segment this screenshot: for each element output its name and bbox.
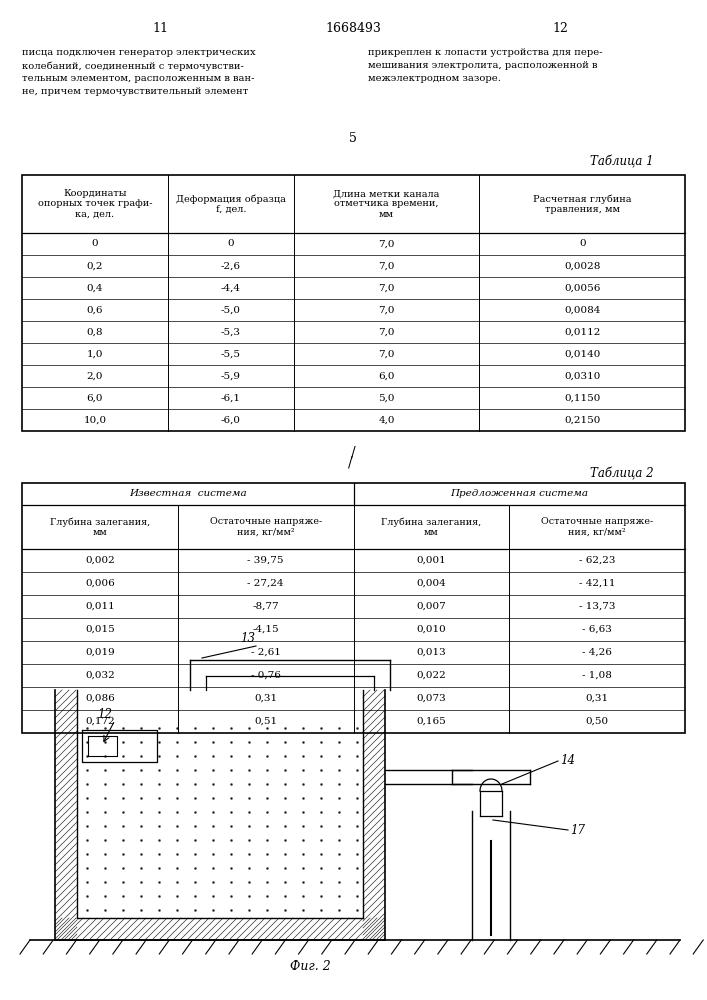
Text: Предложенная система: Предложенная система — [450, 489, 588, 498]
Text: 10,0: 10,0 — [83, 416, 107, 424]
Text: 5,0: 5,0 — [378, 393, 395, 402]
Text: - 13,73: - 13,73 — [579, 602, 615, 611]
Text: 0,31: 0,31 — [585, 694, 609, 703]
Text: Глубина залегания,
мм: Глубина залегания, мм — [381, 517, 481, 537]
Text: 0,019: 0,019 — [85, 648, 115, 657]
Text: -2,6: -2,6 — [221, 261, 241, 270]
Text: 7,0: 7,0 — [378, 350, 395, 359]
Text: Известная  система: Известная система — [129, 489, 247, 498]
Text: 4,0: 4,0 — [378, 416, 395, 424]
Text: -6,0: -6,0 — [221, 416, 241, 424]
Text: - 0,76: - 0,76 — [251, 671, 281, 680]
Text: Фиг. 2: Фиг. 2 — [290, 960, 330, 973]
Text: Таблица 1: Таблица 1 — [590, 155, 654, 168]
Text: 7,0: 7,0 — [378, 328, 395, 336]
Text: -4,4: -4,4 — [221, 284, 241, 292]
Text: -5,5: -5,5 — [221, 350, 241, 359]
Text: 7,0: 7,0 — [378, 239, 395, 248]
Text: 0,004: 0,004 — [416, 579, 446, 588]
Text: Расчетная глубина
травления, мм: Расчетная глубина травления, мм — [533, 194, 631, 214]
Text: 0,51: 0,51 — [254, 717, 277, 726]
Text: 0,0028: 0,0028 — [564, 261, 600, 270]
Text: 11: 11 — [152, 22, 168, 35]
Text: 0,0056: 0,0056 — [564, 284, 600, 292]
Text: 0,8: 0,8 — [87, 328, 103, 336]
Text: 13: 13 — [240, 632, 255, 645]
Text: Глубина залегания,
мм: Глубина залегания, мм — [49, 517, 150, 537]
Text: 0,165: 0,165 — [416, 717, 446, 726]
Text: - 1,08: - 1,08 — [583, 671, 612, 680]
Text: - 27,24: - 27,24 — [247, 579, 284, 588]
Text: 0,010: 0,010 — [416, 625, 446, 634]
Text: 7,0: 7,0 — [378, 284, 395, 292]
Text: - 39,75: - 39,75 — [247, 556, 284, 565]
Text: 0,086: 0,086 — [85, 694, 115, 703]
Text: 12: 12 — [98, 708, 112, 722]
Text: 0,0084: 0,0084 — [564, 306, 600, 314]
Text: 0,31: 0,31 — [254, 694, 277, 703]
Text: - 6,63: - 6,63 — [583, 625, 612, 634]
Text: Остаточные напряже-
ния, кг/мм²: Остаточные напряже- ния, кг/мм² — [209, 517, 322, 537]
Text: 0,015: 0,015 — [85, 625, 115, 634]
Text: 0,032: 0,032 — [85, 671, 115, 680]
Text: Деформация образца
f, дел.: Деформация образца f, дел. — [176, 194, 286, 214]
Text: - 4,26: - 4,26 — [583, 648, 612, 657]
Text: 0,006: 0,006 — [85, 579, 115, 588]
Text: 0,073: 0,073 — [416, 694, 446, 703]
Text: /: / — [351, 445, 356, 459]
Text: 1,0: 1,0 — [87, 350, 103, 359]
Text: 7,0: 7,0 — [378, 306, 395, 314]
Text: 0,4: 0,4 — [87, 284, 103, 292]
Text: 7,0: 7,0 — [378, 261, 395, 270]
Text: 0: 0 — [579, 239, 585, 248]
Text: 6,0: 6,0 — [87, 393, 103, 402]
Bar — [22, 483, 685, 733]
Text: - 42,11: - 42,11 — [579, 579, 615, 588]
Text: 0: 0 — [92, 239, 98, 248]
Text: 5: 5 — [349, 132, 357, 145]
Text: -5,9: -5,9 — [221, 371, 241, 380]
Text: 0,0310: 0,0310 — [564, 371, 600, 380]
Text: 0,011: 0,011 — [85, 602, 115, 611]
Text: Таблица 2: Таблица 2 — [590, 467, 654, 480]
Text: 12: 12 — [552, 22, 568, 35]
Text: 0,022: 0,022 — [416, 671, 446, 680]
Text: прикреплен к лопасти устройства для пере-
мешивания электролита, расположенной в: прикреплен к лопасти устройства для пере… — [368, 48, 602, 83]
Text: 0,50: 0,50 — [585, 717, 609, 726]
Text: 2,0: 2,0 — [87, 371, 103, 380]
Text: -5,3: -5,3 — [221, 328, 241, 336]
Text: 0,2: 0,2 — [87, 261, 103, 270]
Bar — [22, 175, 685, 431]
Text: 0: 0 — [228, 239, 234, 248]
Text: - 2,61: - 2,61 — [251, 648, 281, 657]
Text: -6,1: -6,1 — [221, 393, 241, 402]
Text: -5,0: -5,0 — [221, 306, 241, 314]
Text: 0,0112: 0,0112 — [564, 328, 600, 336]
Text: 6,0: 6,0 — [378, 371, 395, 380]
Text: -8,77: -8,77 — [252, 602, 279, 611]
Text: - 62,23: - 62,23 — [579, 556, 615, 565]
Text: 1668493: 1668493 — [325, 22, 381, 35]
Text: 0,013: 0,013 — [416, 648, 446, 657]
Text: 14: 14 — [560, 754, 575, 768]
Text: 0,6: 0,6 — [87, 306, 103, 314]
Text: Координаты
опорных точек графи-
ка, дел.: Координаты опорных точек графи- ка, дел. — [37, 189, 152, 219]
Text: 0,007: 0,007 — [416, 602, 446, 611]
Text: 0,002: 0,002 — [85, 556, 115, 565]
Text: -4,15: -4,15 — [252, 625, 279, 634]
Text: 0,172: 0,172 — [85, 717, 115, 726]
Text: Остаточные напряже-
ния, кг/мм²: Остаточные напряже- ния, кг/мм² — [541, 517, 653, 537]
Text: Длина метки канала
отметчика времени,
мм: Длина метки канала отметчика времени, мм — [334, 189, 440, 219]
Text: /: / — [348, 455, 352, 469]
Text: 0,1150: 0,1150 — [564, 393, 600, 402]
Text: 0,2150: 0,2150 — [564, 416, 600, 424]
Text: 0,0140: 0,0140 — [564, 350, 600, 359]
Text: 0,001: 0,001 — [416, 556, 446, 565]
Text: писца подключен генератор электрических
колебаний, соединенный с термочувстви-
т: писца подключен генератор электрических … — [22, 48, 256, 96]
Text: 17: 17 — [570, 824, 585, 836]
